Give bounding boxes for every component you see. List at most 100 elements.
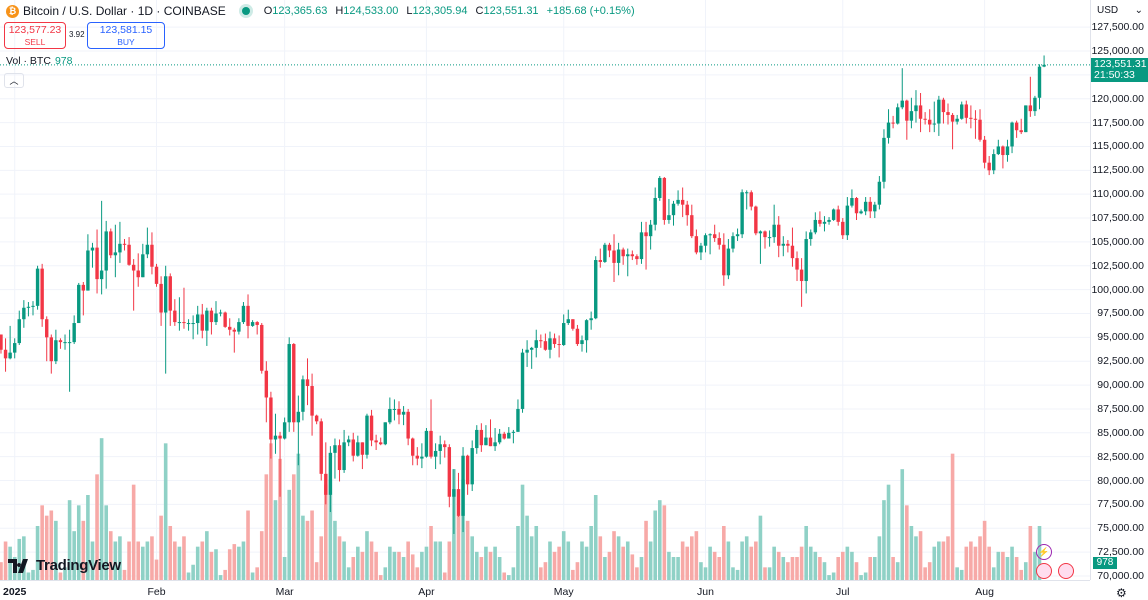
candle-body [671, 203, 676, 216]
price-chart[interactable] [0, 0, 1090, 580]
candle-body [749, 192, 753, 207]
volume-bar [868, 557, 873, 580]
volume-bar [511, 567, 516, 580]
volume-bar [991, 567, 996, 580]
settings-gear-icon[interactable]: ⚙ [1116, 586, 1127, 600]
volume-bar [383, 567, 388, 580]
volume-legend[interactable]: Vol · BTC 978 [6, 55, 72, 67]
candle-body [726, 248, 731, 276]
candle-body [836, 209, 840, 222]
lightning-icon[interactable]: ⚡ [1036, 544, 1052, 560]
volume-bar [145, 541, 150, 580]
candle-body [264, 370, 269, 398]
volume-bar [173, 541, 177, 580]
volume-bar [520, 484, 525, 580]
volume-bar [593, 495, 598, 580]
candle-body [456, 489, 461, 516]
bitcoin-icon: ₿ [6, 4, 19, 18]
candle-body [580, 340, 584, 345]
candle-body [461, 455, 465, 516]
tradingview-logo-icon [8, 558, 28, 573]
symbol-title[interactable]: Bitcoin / U.S. Dollar · 1D · COINBASE [23, 4, 226, 18]
candle-body [1042, 64, 1046, 67]
volume-bar [914, 536, 918, 580]
candle-body [598, 260, 602, 262]
ohlc-high: H124,533.00 [335, 5, 398, 17]
volume-bar [987, 546, 991, 580]
candle-body [868, 201, 872, 212]
candle-body [886, 122, 891, 138]
candle-body [145, 244, 150, 255]
candle-body [131, 264, 136, 271]
volume-bar [90, 541, 95, 580]
volume-bar [525, 515, 529, 580]
candle-body [841, 221, 845, 236]
volume-bar [392, 551, 397, 580]
candle-body [909, 111, 914, 121]
candle-body [360, 442, 365, 455]
volume-bar [744, 536, 749, 580]
candle-body [905, 100, 909, 121]
candle-body [365, 415, 369, 455]
volume-bar [808, 546, 813, 580]
volume-bar [319, 536, 324, 580]
candle-body [113, 252, 118, 256]
candle-body [694, 236, 699, 253]
candle-body [90, 247, 95, 251]
volume-bar [223, 569, 227, 580]
candle-body [136, 270, 140, 278]
volume-bar [580, 541, 584, 580]
volume-bar [946, 536, 950, 580]
volume-bar [264, 474, 269, 580]
volume-bar [978, 536, 982, 580]
candle-body [333, 445, 337, 453]
sell-button[interactable]: 123,577.23 SELL [4, 22, 66, 49]
us-flag-icon[interactable] [1058, 563, 1074, 579]
volume-bar [877, 536, 882, 580]
y-tick-label: 127,500.00 [1091, 21, 1144, 34]
candle-body [429, 430, 433, 457]
collapse-legend-button[interactable]: ︿ [4, 73, 24, 88]
volume-bar [406, 541, 410, 580]
candle-body [374, 440, 378, 443]
x-tick-label: Jul [836, 586, 850, 598]
volume-bar [388, 546, 392, 580]
y-tick-label: 85,000.00 [1097, 426, 1144, 439]
volume-bar [95, 474, 99, 580]
y-tick-label: 110,000.00 [1092, 188, 1144, 201]
candle-body [351, 439, 355, 456]
y-tick-label: 125,000.00 [1091, 45, 1144, 57]
volume-bar [108, 531, 113, 580]
us-flag-icon[interactable] [1036, 563, 1052, 579]
candle-body [40, 268, 44, 320]
volume-bar [1014, 557, 1019, 580]
tradingview-logo-text: TradingView [36, 557, 121, 574]
volume-bar [246, 510, 250, 580]
currency-select[interactable]: USD ⌄ [1097, 5, 1143, 16]
candle-body [141, 254, 145, 278]
candle-body [369, 415, 374, 441]
buy-price: 123,581.15 [99, 23, 153, 36]
volume-bar [923, 567, 927, 580]
candle-body [635, 256, 639, 260]
candle-body [81, 284, 86, 291]
volume-bar [154, 559, 159, 580]
candle-body [658, 177, 662, 198]
volume-bar [822, 562, 827, 580]
volume-bar [561, 531, 566, 580]
candle-body [346, 439, 351, 443]
buy-button[interactable]: 123,581.15 BUY [87, 22, 165, 49]
chevron-down-icon: ⌄ [1134, 5, 1143, 16]
candle-body [205, 310, 209, 331]
price-axis[interactable]: 127,500.00 125,000.00 120,000.00 117,500.00… [1090, 0, 1148, 582]
volume-bar [529, 536, 534, 580]
volume-bar [195, 546, 200, 580]
candle-body [763, 231, 767, 238]
tradingview-logo[interactable]: TradingView [8, 557, 121, 574]
ohlc-open: O123,365.63 [264, 5, 328, 17]
open-label: O [263, 5, 273, 17]
volume-bar [410, 554, 415, 580]
candle-body [452, 489, 456, 497]
time-axis[interactable]: 2025 Feb Mar Apr May Jun Jul Aug [0, 580, 1090, 600]
candle-body [168, 276, 172, 311]
